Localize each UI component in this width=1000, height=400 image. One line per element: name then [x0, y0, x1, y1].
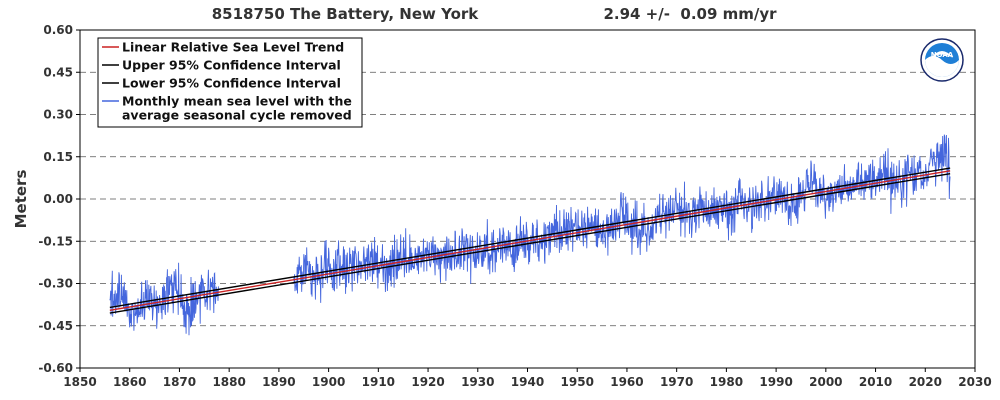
y-tick-label: 0.60 [43, 23, 73, 37]
x-tick-label: 2020 [909, 375, 942, 389]
x-tick-label: 1940 [511, 375, 544, 389]
y-tick-label: 0.45 [43, 65, 73, 79]
x-tick-label: 1910 [362, 375, 395, 389]
legend-label-lower-ci: Lower 95% Confidence Interval [122, 76, 341, 91]
legend-label-monthly-line2: average seasonal cycle removed [122, 108, 352, 123]
x-tick-label: 1960 [610, 375, 643, 389]
noaa-logo-text: NOAA [931, 51, 954, 59]
x-tick-label: 2030 [958, 375, 991, 389]
legend-box [97, 37, 363, 128]
x-tick-label: 1980 [710, 375, 743, 389]
y-tick-label: 0.00 [43, 192, 73, 206]
legend-label-upper-ci: Upper 95% Confidence Interval [122, 58, 341, 73]
y-tick-label: -0.45 [38, 319, 73, 333]
trend-line [109, 170, 951, 311]
noaa-logo-icon: NOAA [920, 38, 964, 82]
x-tick-label: 1920 [411, 375, 444, 389]
lower-ci-line [109, 172, 951, 314]
x-tick-label: 1890 [262, 375, 295, 389]
x-tick-label: 1930 [461, 375, 494, 389]
chart-title-rate: 2.94 +/- 0.09 mm/yr [603, 5, 777, 23]
x-tick-label: 1870 [163, 375, 196, 389]
legend: Linear Relative Sea Level Trend Upper 95… [97, 37, 363, 128]
x-tick-label: 1880 [212, 375, 245, 389]
x-tick-label: 1990 [759, 375, 792, 389]
x-axis-ticks: 1850 1860 1870 1880 1890 1900 1910 1920 1930 1940… [63, 368, 992, 389]
monthly-series [109, 134, 951, 336]
chart-title-station: 8518750 The Battery, New York [212, 5, 480, 23]
x-tick-label: 1850 [63, 375, 96, 389]
y-axis-ticks: 0.60 0.45 0.30 0.15 0.00 -0.15 -0.30 -0.45 -0.60 [38, 23, 80, 375]
y-tick-label: -0.30 [38, 277, 73, 291]
y-axis-label: Meters [12, 170, 30, 229]
x-tick-label: 1970 [660, 375, 693, 389]
x-tick-label: 1950 [561, 375, 594, 389]
x-tick-label: 2000 [809, 375, 842, 389]
y-tick-label: 0.15 [43, 150, 73, 164]
y-tick-label: -0.15 [38, 234, 73, 248]
gridlines [80, 71, 975, 327]
x-tick-label: 1900 [312, 375, 345, 389]
legend-label-trend: Linear Relative Sea Level Trend [122, 40, 344, 55]
monthly-mean-line [293, 134, 951, 303]
trend-lines [109, 167, 951, 314]
y-tick-label: -0.60 [38, 361, 73, 375]
upper-ci-line [109, 167, 951, 309]
legend-label-monthly-line1: Monthly mean sea level with the [122, 94, 352, 109]
x-tick-label: 1860 [113, 375, 146, 389]
y-tick-label: 0.30 [43, 108, 73, 122]
x-tick-label: 2010 [859, 375, 892, 389]
